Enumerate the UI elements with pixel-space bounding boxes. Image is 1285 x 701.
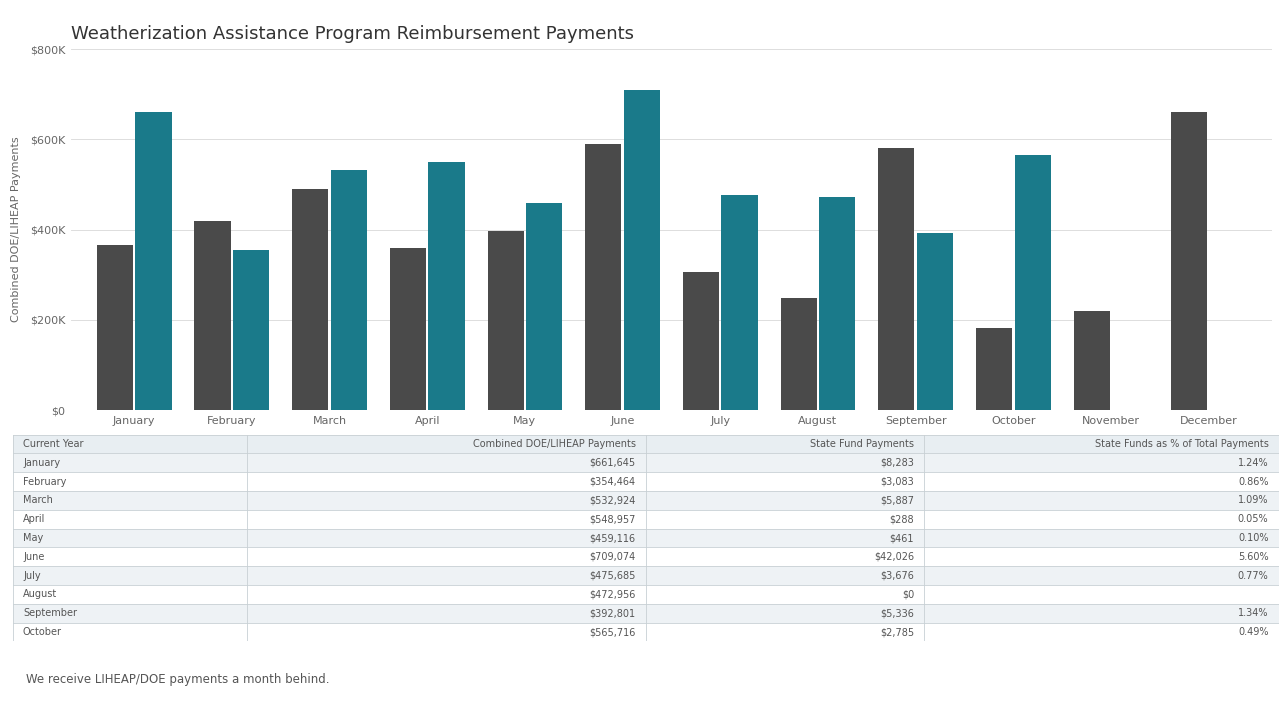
Bar	[96, 245, 132, 410]
Bar	[428, 163, 465, 410]
Text: $8,283: $8,283	[880, 458, 914, 468]
Text: Current Year: Current Year	[23, 439, 84, 449]
Bar	[623, 90, 660, 410]
Text: 0.10%: 0.10%	[1237, 533, 1268, 543]
Text: State Funds as % of Total Payments: State Funds as % of Total Payments	[1095, 439, 1268, 449]
Bar	[721, 196, 758, 410]
Bar	[292, 189, 328, 410]
Text: $475,685: $475,685	[590, 571, 636, 580]
Legend: 2022, 2023: 2022, 2023	[605, 472, 738, 496]
Text: $661,645: $661,645	[590, 458, 636, 468]
Bar	[780, 298, 817, 410]
Text: $0: $0	[902, 590, 914, 599]
Text: 1.24%: 1.24%	[1237, 458, 1268, 468]
Bar	[487, 231, 524, 410]
Y-axis label: Combined DOE/LIHEAP Payments: Combined DOE/LIHEAP Payments	[12, 137, 22, 322]
Text: January: January	[23, 458, 60, 468]
Text: $42,026: $42,026	[874, 552, 914, 562]
Bar	[389, 247, 427, 410]
Text: $709,074: $709,074	[590, 552, 636, 562]
Text: March: March	[23, 496, 53, 505]
Text: $548,957: $548,957	[590, 515, 636, 524]
Text: $288: $288	[889, 515, 914, 524]
Text: June: June	[23, 552, 45, 562]
Bar	[330, 170, 368, 410]
Bar	[819, 197, 856, 410]
Text: May: May	[23, 533, 44, 543]
Bar	[13, 435, 1279, 454]
Text: April: April	[23, 515, 45, 524]
Bar	[1073, 311, 1110, 410]
Bar	[975, 327, 1013, 410]
Text: 0.05%: 0.05%	[1237, 515, 1268, 524]
Bar	[1172, 112, 1208, 410]
Bar	[13, 472, 1279, 491]
Bar	[13, 547, 1279, 566]
Text: 0.49%: 0.49%	[1237, 627, 1268, 637]
Bar	[233, 250, 270, 410]
Text: $472,956: $472,956	[590, 590, 636, 599]
Bar	[13, 566, 1279, 585]
Bar	[13, 491, 1279, 510]
Text: Weatherization Assistance Program Reimbursement Payments: Weatherization Assistance Program Reimbu…	[71, 25, 634, 43]
Bar	[13, 510, 1279, 529]
Bar	[13, 454, 1279, 472]
Text: 1.09%: 1.09%	[1237, 496, 1268, 505]
Text: State Fund Payments: State Fund Payments	[810, 439, 914, 449]
Text: 5.60%: 5.60%	[1237, 552, 1268, 562]
Text: $459,116: $459,116	[590, 533, 636, 543]
Bar	[526, 203, 563, 410]
Text: $461: $461	[889, 533, 914, 543]
Text: $565,716: $565,716	[590, 627, 636, 637]
Text: $392,801: $392,801	[590, 608, 636, 618]
Text: September: September	[23, 608, 77, 618]
Bar	[13, 622, 1279, 641]
Text: $3,676: $3,676	[880, 571, 914, 580]
Text: 1.34%: 1.34%	[1237, 608, 1268, 618]
Text: $5,887: $5,887	[880, 496, 914, 505]
Text: $3,083: $3,083	[880, 477, 914, 486]
Text: 0.77%: 0.77%	[1237, 571, 1268, 580]
Text: We receive LIHEAP/DOE payments a month behind.: We receive LIHEAP/DOE payments a month b…	[26, 672, 329, 686]
Bar	[585, 144, 622, 410]
Text: $5,336: $5,336	[880, 608, 914, 618]
Bar	[135, 111, 171, 410]
Text: 0.86%: 0.86%	[1237, 477, 1268, 486]
Text: February: February	[23, 477, 67, 486]
Bar	[916, 233, 953, 410]
Bar	[682, 273, 720, 410]
Bar	[878, 149, 915, 410]
Text: Combined DOE/LIHEAP Payments: Combined DOE/LIHEAP Payments	[473, 439, 636, 449]
Text: July: July	[23, 571, 41, 580]
Bar	[13, 585, 1279, 604]
Bar	[194, 221, 230, 410]
Bar	[13, 529, 1279, 547]
Bar	[1015, 155, 1051, 410]
Bar	[13, 604, 1279, 622]
Text: August: August	[23, 590, 58, 599]
Text: $532,924: $532,924	[590, 496, 636, 505]
Text: $2,785: $2,785	[880, 627, 914, 637]
Text: October: October	[23, 627, 62, 637]
Text: $354,464: $354,464	[590, 477, 636, 486]
